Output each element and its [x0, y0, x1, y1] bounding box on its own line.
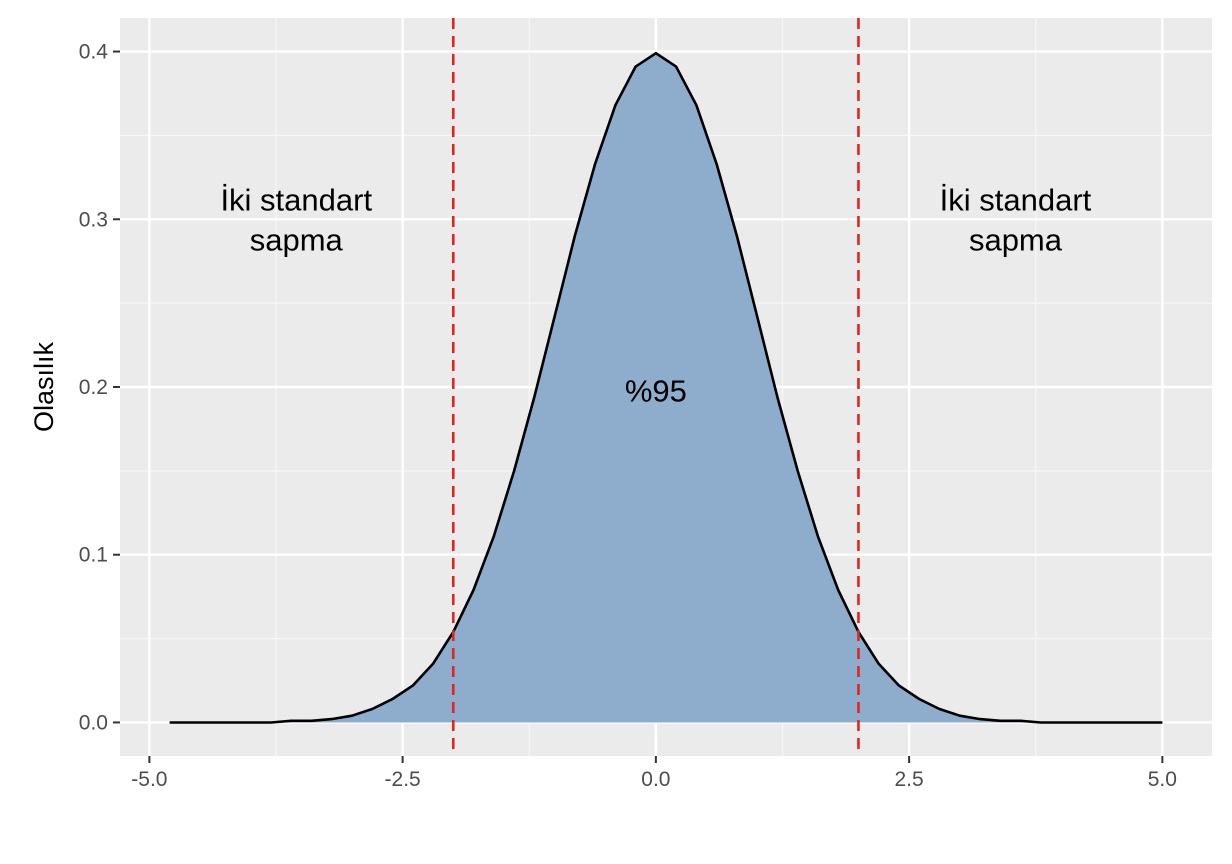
x-tick-label: -5.0 [131, 768, 167, 791]
annotation: İki standart [220, 182, 372, 217]
x-tick-label: -2.5 [385, 768, 421, 791]
y-tick-label: 0.1 [79, 544, 108, 567]
y-axis-title: Olasılık [29, 341, 59, 432]
x-tick-label: 2.5 [895, 768, 924, 791]
x-tick-label: 0.0 [641, 768, 670, 791]
annotation: sapma [250, 222, 344, 257]
y-tick-label: 0.3 [79, 208, 108, 231]
y-tick-label: 0.2 [79, 376, 108, 399]
area [169, 53, 1163, 723]
line [169, 51, 1163, 724]
annotation: %95 [625, 373, 687, 408]
y-tick-label: 0.0 [79, 711, 108, 734]
annotation: sapma [969, 222, 1063, 257]
x-tick-label: 5.0 [1148, 768, 1177, 791]
y-tick-label: 0.4 [79, 41, 109, 64]
annotation: İki standart [940, 182, 1092, 217]
